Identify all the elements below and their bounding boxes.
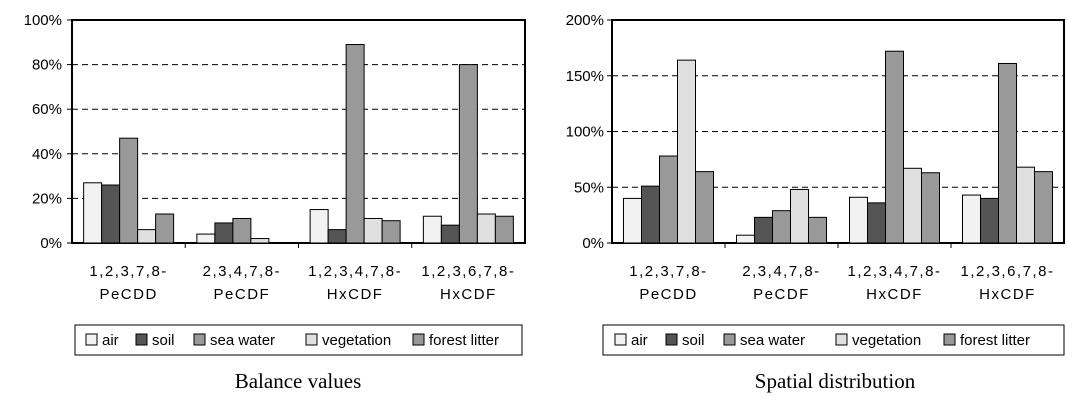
- y-tick-label: 80%: [32, 57, 62, 74]
- balance-values-chart: 0% 20% 40% 60% 80% 100% 1,2,3,7,8- PeCDD 2,3,4,7…: [24, 12, 526, 393]
- bar-soil: [641, 185, 660, 244]
- bar-soil: [867, 202, 886, 244]
- bar-sea-water: [345, 44, 365, 244]
- bar-vegetation: [903, 167, 922, 244]
- x-tick-label: 1,2,3,6,7,8-: [421, 263, 515, 280]
- x-tick-label: 1,2,3,7,8-: [89, 263, 167, 280]
- legend-box: [74, 324, 523, 356]
- bar-soil: [327, 229, 347, 244]
- legend-label-soil: soil: [682, 332, 705, 349]
- legend-swatch-sea-water: [193, 333, 206, 346]
- bar-air: [309, 209, 329, 244]
- bar-air: [196, 233, 216, 244]
- x-tick-label: HxCDF: [440, 286, 497, 303]
- chart-title: Spatial distribution: [755, 369, 916, 393]
- bar-forest-litter: [808, 216, 827, 244]
- bar-sea-water: [885, 50, 904, 244]
- x-tick-label: 2,3,4,7,8-: [203, 263, 281, 280]
- spatial-distribution-chart: 0% 50% 100% 150% 200% 1,2,3,7,8- PeCDD 2,3,4,7,…: [566, 12, 1065, 393]
- bar-sea-water: [772, 210, 791, 244]
- bar-sea-water: [998, 62, 1017, 244]
- legend-label-sea-water: sea water: [210, 332, 275, 349]
- bar-air: [736, 234, 755, 244]
- legend-box: [602, 324, 1065, 356]
- bar-vegetation: [363, 217, 383, 244]
- bar-soil: [101, 184, 121, 244]
- y-tick-label: 60%: [32, 101, 62, 118]
- bar-sea-water: [458, 64, 478, 244]
- x-tick-label: HxCDF: [866, 286, 923, 303]
- x-tick-label: HxCDF: [979, 286, 1036, 303]
- bar-forest-litter: [155, 213, 175, 244]
- bar-vegetation: [476, 213, 496, 244]
- legend-label-soil: soil: [152, 332, 175, 349]
- y-tick-label: 20%: [32, 190, 62, 207]
- bar-sea-water: [232, 217, 252, 244]
- bar-vegetation: [1016, 166, 1035, 244]
- bar-sea-water: [659, 155, 678, 244]
- y-tick-label: 150%: [566, 68, 604, 85]
- bar-sea-water: [119, 137, 139, 244]
- x-tick-label: PeCDF: [753, 286, 810, 303]
- legend-label-air: air: [631, 332, 648, 349]
- bar-forest-litter: [494, 215, 514, 244]
- bar-forest-litter: [921, 172, 940, 244]
- legend-swatch-sea-water: [723, 333, 736, 346]
- bar-air: [83, 182, 103, 244]
- legend-label-air: air: [102, 332, 119, 349]
- legend-swatch-soil: [665, 333, 678, 346]
- legend-swatch-vegetation: [305, 333, 318, 346]
- legend-label-forest-litter: forest litter: [960, 332, 1030, 349]
- y-tick-label: 0%: [40, 235, 62, 252]
- x-tick-label: 2,3,4,7,8-: [742, 263, 820, 280]
- bar-forest-litter: [695, 171, 714, 244]
- x-tick-label: PeCDF: [214, 286, 271, 303]
- chart-title: Balance values: [235, 369, 362, 393]
- x-tick-label: 1,2,3,6,7,8-: [961, 263, 1055, 280]
- bar-vegetation: [677, 59, 696, 244]
- legend-swatch-air: [85, 333, 98, 346]
- y-tick-label: 40%: [32, 146, 62, 163]
- y-tick-label: 200%: [566, 12, 604, 29]
- x-tick-label: 1,2,3,4,7,8-: [308, 263, 402, 280]
- legend-label-vegetation: vegetation: [852, 332, 921, 349]
- bar-vegetation: [250, 238, 270, 244]
- x-tick-label: 1,2,3,7,8-: [629, 263, 707, 280]
- x-tick-label: 1,2,3,4,7,8-: [848, 263, 942, 280]
- x-tick-label: HxCDF: [327, 286, 384, 303]
- legend-label-forest-litter: forest litter: [429, 332, 499, 349]
- legend-swatch-air: [614, 333, 627, 346]
- legend-swatch-soil: [135, 333, 148, 346]
- x-tick-label: PeCDD: [99, 286, 157, 303]
- y-tick-label: 50%: [574, 179, 604, 196]
- y-tick-label: 0%: [582, 235, 604, 252]
- y-tick-label: 100%: [24, 12, 62, 29]
- x-tick-label: PeCDD: [639, 286, 697, 303]
- bar-forest-litter: [381, 220, 401, 244]
- legend-swatch-forest-litter: [412, 333, 425, 346]
- bar-soil: [440, 224, 460, 244]
- plot-frame: [71, 19, 526, 244]
- bar-soil: [980, 197, 999, 244]
- bar-vegetation: [137, 229, 157, 244]
- bar-air: [623, 197, 642, 244]
- legend-label-sea-water: sea water: [740, 332, 805, 349]
- bar-forest-litter: [1034, 171, 1053, 244]
- bar-soil: [754, 216, 773, 244]
- legend-label-vegetation: vegetation: [322, 332, 391, 349]
- bar-air: [962, 194, 981, 244]
- bar-vegetation: [790, 188, 809, 244]
- legend-swatch-vegetation: [835, 333, 848, 346]
- bar-air: [849, 196, 868, 244]
- bar-air: [422, 215, 442, 244]
- legend-swatch-forest-litter: [943, 333, 956, 346]
- y-tick-label: 100%: [566, 124, 604, 141]
- bar-soil: [214, 222, 234, 244]
